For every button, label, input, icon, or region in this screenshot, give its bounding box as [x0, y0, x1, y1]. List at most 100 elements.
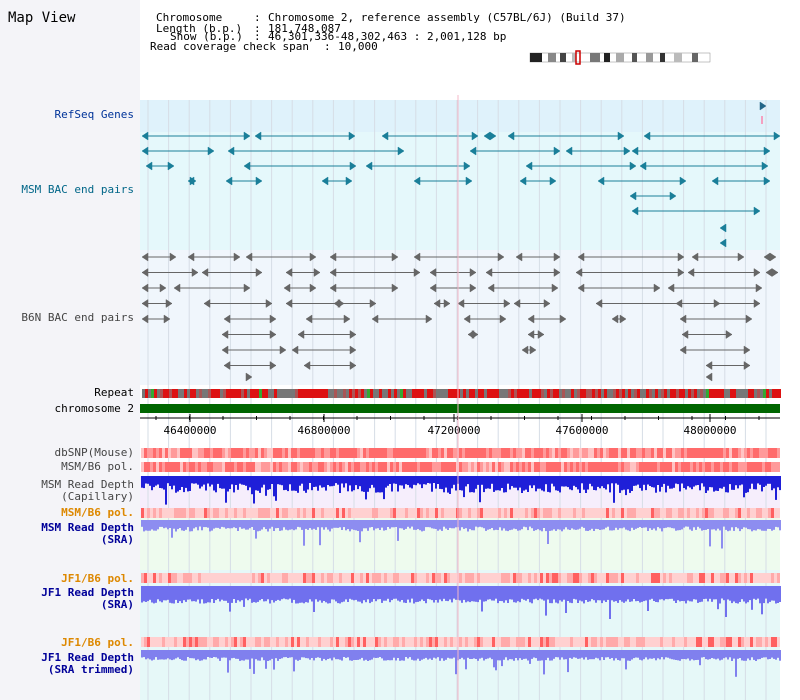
msm-depth-capillary-label[interactable]: MSM Read Depth: [41, 478, 134, 491]
heatmap-tracks[interactable]: [141, 448, 780, 647]
dbsnp-heat-cell: [369, 448, 372, 458]
msm-b6-pol-heat-cell: [447, 462, 450, 472]
msm-capillary-depth-bar: [317, 476, 319, 491]
dbsnp-heat-cell: [222, 448, 225, 458]
repeat-block: [436, 389, 439, 398]
msm-b6-pol-label[interactable]: MSM/B6 pol.: [61, 460, 134, 473]
jf1-trimmed-depth-bar: [489, 650, 491, 658]
msm-capillary-depth-bar: [463, 476, 465, 498]
msm-bac-end-pairs-label[interactable]: MSM BAC end pairs: [21, 183, 134, 196]
jf1-b6-pol-heat-cell: [159, 573, 162, 583]
jf1-sra-depth-bar: [597, 586, 599, 601]
b6n-bac-pair-start-arrow: [285, 299, 293, 308]
msm-b6-pol-2-heat-cell: [639, 508, 642, 518]
msm-b6-pol-heat-cell: [555, 462, 558, 472]
dbsnp-heat-cell: [690, 448, 693, 458]
msm-capillary-depth-bar: [283, 476, 285, 491]
msm-bac-pair-start-arrow: [639, 161, 647, 171]
repeat-block: [613, 389, 616, 398]
msm-sra-depth-bar: [777, 520, 779, 528]
msm-b6-pol-heat-cell: [489, 462, 492, 472]
jf1-sra-depth-bar: [629, 586, 631, 602]
jf1-b6-pol-2-heat-cell: [453, 637, 456, 647]
msm-b6-pol-2-heat-cell: [228, 508, 231, 518]
msm-capillary-depth-bar: [487, 476, 489, 489]
jf1-b6-pol-heat-cell: [702, 573, 705, 583]
jf1-sra-depth-bar: [187, 586, 189, 600]
axis-tick-label: 47600000: [556, 424, 609, 437]
jf1-trimmed-depth-bar: [525, 650, 527, 659]
b6n-bac-pair-start-arrow: [333, 299, 341, 308]
msm-capillary-depth-bar: [637, 476, 639, 485]
repeat-block: [742, 389, 745, 398]
jf1-b6-pol-2-heat-cell: [465, 637, 468, 647]
jf1-trimmed-depth-bar: [771, 650, 773, 658]
jf1-sra-depth-bar: [671, 586, 673, 599]
jf1-depth-trimmed-label[interactable]: JF1 Read Depth: [41, 651, 134, 664]
jf1-trimmed-depth-bar: [225, 650, 227, 658]
dbsnp-heat-cell: [327, 448, 330, 458]
msm-b6-pol-2-heat-cell: [747, 508, 750, 518]
msm-sra-depth-bar: [347, 520, 349, 530]
refseq-genes-label[interactable]: RefSeq Genes: [55, 108, 134, 121]
b6n-bac-end-pairs-label[interactable]: B6N BAC end pairs: [21, 311, 134, 324]
repeat-track[interactable]: [142, 389, 781, 398]
b6n-bac-pair-end-arrow: [677, 268, 685, 277]
jf1-b6-pol-2-heat-cell: [693, 637, 696, 647]
msm-b6-pol-2-heat-cell: [339, 508, 342, 518]
b6n-bac-track[interactable]: [141, 252, 779, 382]
jf1-trimmed-depth-bar: [549, 650, 551, 661]
chromosome-ideogram[interactable]: [529, 50, 711, 65]
jf1-b6-pol-label[interactable]: JF1/B6 pol.: [61, 572, 134, 585]
jf1-trimmed-depth-bar: [537, 650, 539, 661]
msm-b6-pol-2-heat-cell: [636, 508, 639, 518]
msm-bac-track[interactable]: [141, 131, 781, 248]
jf1-trimmed-depth-bar: [555, 650, 557, 658]
msm-sra-depth-bar: [663, 520, 665, 529]
jf1-b6-pol-2-label[interactable]: JF1/B6 pol.: [61, 636, 134, 649]
b6n-bac-pair-end-arrow: [425, 314, 433, 324]
msm-b6-pol-2-heat-cell: [588, 508, 591, 518]
msm-depth-sra-label[interactable]: MSM Read Depth: [41, 521, 134, 534]
msm-b6-pol-heat-cell: [141, 462, 144, 472]
refseq-genes-track[interactable]: [759, 101, 767, 124]
jf1-sra-depth-bar: [511, 586, 513, 600]
jf1-trimmed-depth-bar: [619, 650, 621, 661]
msm-b6-pol-heat-cell: [309, 462, 312, 472]
jf1-trimmed-depth-bar: [761, 650, 763, 658]
msm-sra-depth-bar: [745, 520, 747, 528]
dbsnp-heat-cell: [246, 448, 249, 458]
msm-b6-pol-2-heat-cell: [693, 508, 696, 518]
depth-tracks[interactable]: [141, 476, 781, 677]
msm-b6-pol-heat-cell: [189, 462, 192, 472]
jf1-trimmed-depth-bar: [643, 650, 645, 660]
msm-bac-track-bg: [140, 132, 780, 250]
msm-sra-depth-bar: [659, 520, 661, 529]
jf1-trimmed-depth-bar: [709, 650, 711, 660]
msm-capillary-depth-bar: [483, 476, 485, 493]
jf1-sra-depth-bar: [743, 586, 745, 602]
msm-sra-depth-bar: [169, 520, 171, 528]
jf1-sra-depth-bar: [525, 586, 527, 601]
msm-sra-depth-bar: [571, 520, 573, 529]
msm-capillary-depth-bar: [659, 476, 661, 492]
repeat-block: [439, 389, 442, 398]
msm-capillary-depth-bar: [303, 476, 305, 491]
jf1-b6-pol-2-heat-cell: [468, 637, 471, 647]
jf1-b6-pol-2-heat-cell: [573, 637, 576, 647]
msm-sra-depth-bar: [303, 520, 305, 546]
msm-b6-pol-heat-cell: [546, 462, 549, 472]
repeat-block: [502, 389, 505, 398]
dbsnp-heat-cell: [708, 448, 711, 458]
msm-b6-pol-2-heat-cell: [501, 508, 504, 518]
jf1-sra-depth-bar: [397, 586, 399, 601]
jf1-trimmed-depth-bar: [299, 650, 301, 660]
msm-sra-depth-bar: [363, 520, 365, 529]
jf1-depth-sra-label[interactable]: JF1 Read Depth: [41, 586, 134, 599]
msm-b6-pol-2-label[interactable]: MSM/B6 pol.: [61, 506, 134, 519]
dbsnp-label[interactable]: dbSNP(Mouse): [55, 446, 134, 459]
msm-bac-pair-end-arrow: [629, 161, 637, 171]
msm-sra-depth-bar: [763, 520, 765, 531]
dbsnp-heat-cell: [162, 448, 165, 458]
